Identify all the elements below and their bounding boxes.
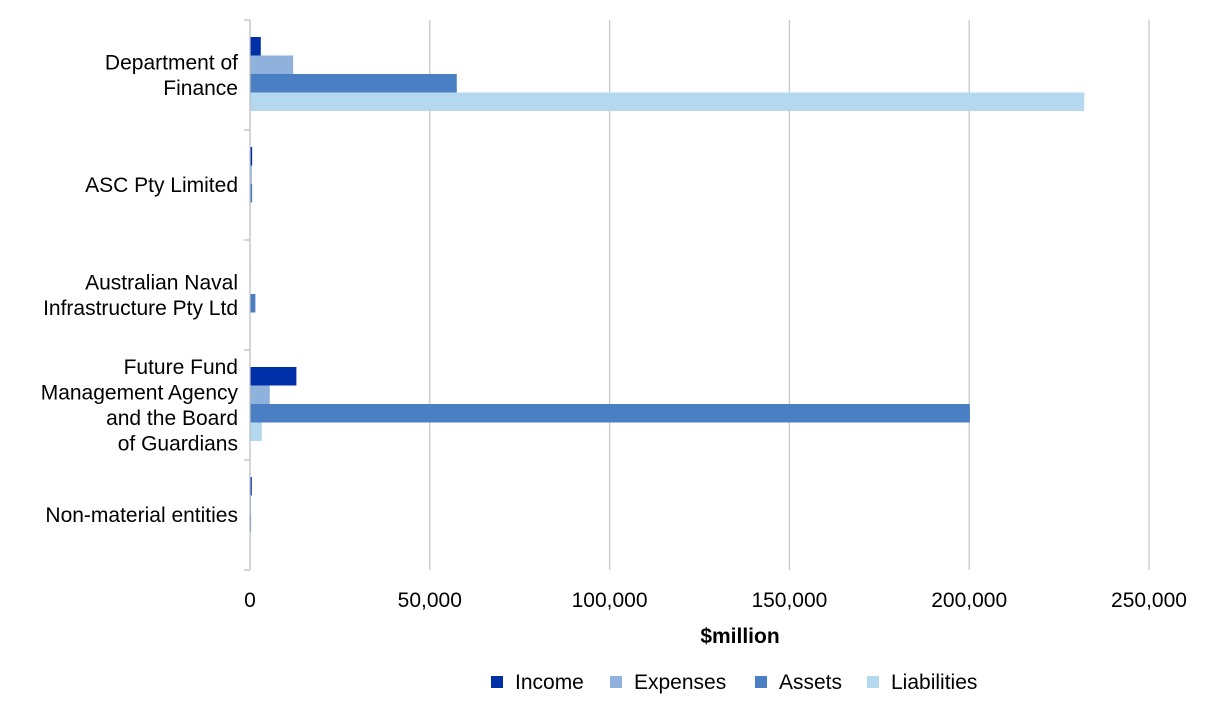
legend: Income Expenses Assets Liabilities xyxy=(491,671,977,694)
category-label-line: Management Agency xyxy=(41,381,239,404)
legend-swatch-assets xyxy=(755,676,767,688)
bar-income xyxy=(250,367,296,386)
category-label-line: and the Board xyxy=(106,407,238,430)
category-label-line: Department of xyxy=(105,51,238,74)
bar-assets xyxy=(250,74,457,93)
bar-expenses xyxy=(250,56,293,75)
bar-income xyxy=(250,37,261,56)
category-label: Department of Finance xyxy=(105,51,238,100)
x-tick-labels: 0 50,000 100,000 150,000 200,000 250,000 xyxy=(244,589,1187,612)
x-tick-label: 200,000 xyxy=(931,589,1007,612)
category-label-line: Finance xyxy=(163,77,238,100)
legend-label-expenses: Expenses xyxy=(634,671,726,694)
category-label-line: Australian Naval xyxy=(85,271,238,294)
category-labels: Department of Finance ASC Pty Limited Austr… xyxy=(41,51,239,527)
legend-swatch-income xyxy=(491,676,503,688)
legend-label-income: Income xyxy=(515,671,584,694)
bar-expenses xyxy=(250,386,270,405)
x-tick-label: 150,000 xyxy=(751,589,827,612)
axes xyxy=(244,20,250,570)
x-tick-label: 250,000 xyxy=(1111,589,1187,612)
category-label: Australian Naval Infrastructure Pty Ltd xyxy=(43,271,238,320)
category-label-line: of Guardians xyxy=(118,432,238,455)
category-label-line: Future Fund xyxy=(124,356,238,379)
bar-liabilities xyxy=(250,93,1084,112)
legend-swatch-expenses xyxy=(610,676,622,688)
x-tick-label: 0 xyxy=(244,589,256,612)
legend-swatch-liabilities xyxy=(867,676,879,688)
category-label: Non-material entities xyxy=(45,504,238,527)
legend-label-assets: Assets xyxy=(779,671,842,694)
category-label-line: Non-material entities xyxy=(45,504,238,527)
x-axis-title: $million xyxy=(700,625,779,648)
category-label: ASC Pty Limited xyxy=(85,174,238,197)
bar-liabilities xyxy=(250,423,262,442)
x-tick-label: 50,000 xyxy=(398,589,462,612)
x-tick-label: 100,000 xyxy=(572,589,648,612)
category-label-line: Infrastructure Pty Ltd xyxy=(43,297,238,320)
bar-assets xyxy=(250,404,970,423)
category-label-line: ASC Pty Limited xyxy=(85,174,238,197)
bar-assets xyxy=(250,294,255,313)
legend-label-liabilities: Liabilities xyxy=(891,671,977,694)
bars xyxy=(250,37,1084,551)
